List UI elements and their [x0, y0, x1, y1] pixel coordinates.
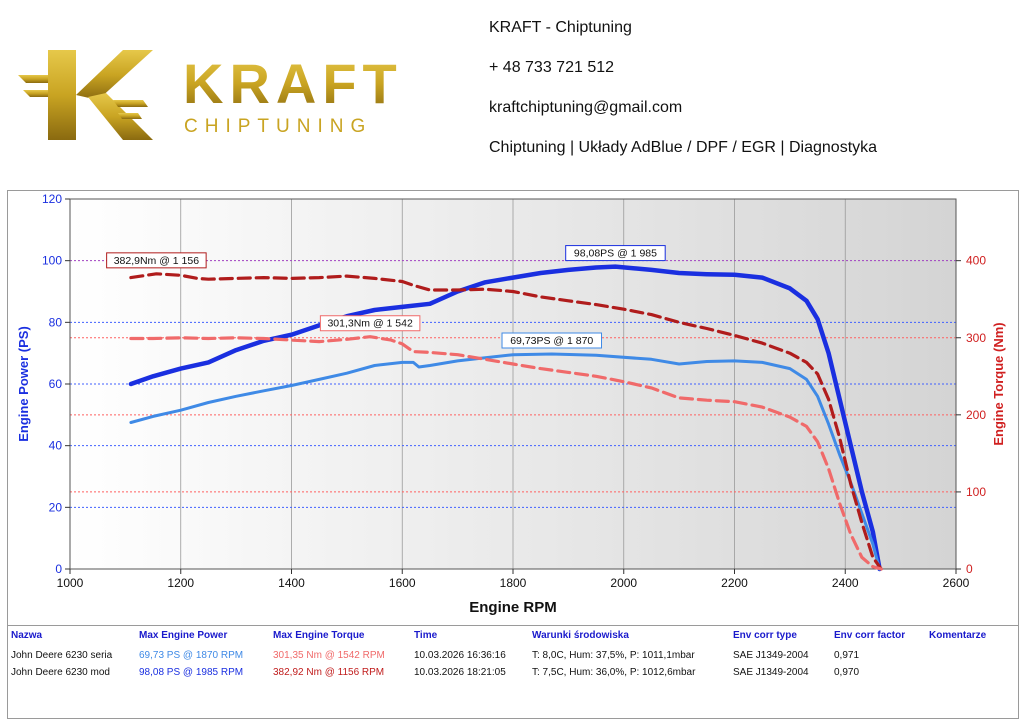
- results-table: Nazwa Max Engine Power Max Engine Torque…: [7, 625, 1019, 719]
- header-conditions: Warunki środowiska: [532, 630, 629, 641]
- y-right-tick-label: 0: [966, 562, 973, 576]
- x-axis-title: Engine RPM: [469, 599, 557, 616]
- y-right-tick-label: 400: [966, 254, 986, 268]
- row-corr-factor: 0,970: [834, 667, 860, 678]
- table-row[interactable]: John Deere 6230 mod 98,08 PS @ 1985 RPM …: [8, 667, 1018, 681]
- header-corr-factor: Env corr factor: [834, 630, 906, 641]
- annotation-label: 382,9Nm @ 1 156: [114, 255, 200, 267]
- y-left-tick-label: 0: [55, 562, 62, 576]
- annotation-label: 69,73PS @ 1 870: [510, 335, 593, 347]
- x-tick-label: 1000: [57, 576, 84, 590]
- x-tick-label: 2000: [610, 576, 637, 590]
- y-left-tick-label: 120: [42, 192, 62, 206]
- y-right-tick-label: 200: [966, 408, 986, 422]
- header-time: Time: [414, 630, 438, 641]
- series-line-torque-2: [129, 272, 883, 571]
- annotation-box: [501, 332, 603, 349]
- row-corr-factor: 0,971: [834, 650, 860, 661]
- row-power: 98,08 PS @ 1985 RPM: [139, 667, 244, 678]
- annotation-label: 301,3Nm @ 1 542: [327, 318, 413, 330]
- contact-email: kraftchiptuning@gmail.com: [489, 99, 683, 116]
- x-tick-label: 2200: [721, 576, 748, 590]
- y-left-tick-label: 40: [49, 439, 63, 453]
- y-left-tick-label: 20: [49, 500, 63, 514]
- annotation-box: [319, 315, 421, 332]
- row-name: John Deere 6230 mod: [11, 667, 110, 678]
- y-right-tick-label: 300: [966, 331, 986, 345]
- row-time: 10.03.2026 18:21:05: [414, 667, 506, 678]
- annotation-box: [565, 245, 666, 262]
- kraft-logo: KRAFT CHIPTUNING: [18, 50, 403, 140]
- row-conditions: T: 8,0C, Hum: 37,5%, P: 1011,1mbar: [532, 650, 695, 661]
- x-tick-label: 1200: [167, 576, 194, 590]
- y-right-axis-title: Engine Torque (Nm): [991, 322, 1006, 445]
- y-left-axis-title: Engine Power (PS): [16, 326, 31, 442]
- logo-wordmark: KRAFT: [183, 52, 403, 115]
- row-power: 69,73 PS @ 1870 RPM: [139, 650, 244, 661]
- contact-services: Chiptuning | Układy AdBlue / DPF / EGR |…: [489, 139, 878, 156]
- x-tick-label: 2600: [943, 576, 970, 590]
- contact-block: KRAFT - Chiptuning + 48 733 721 512 kraf…: [489, 8, 877, 168]
- table-row[interactable]: John Deere 6230 seria 69,73 PS @ 1870 RP…: [8, 650, 1018, 664]
- contact-title: KRAFT - Chiptuning: [489, 19, 632, 36]
- chart-frame: 1000 1200 1400 1600 1800 2000 2200 2400 2600 0 20 4…: [7, 190, 1019, 626]
- dyno-chart: 1000 1200 1400 1600 1800 2000 2200 2400 26000204…: [16, 192, 1006, 616]
- y-left-tick-label: 80: [49, 315, 63, 329]
- y-right-tick-label: 100: [966, 485, 986, 499]
- table-header: Nazwa Max Engine Power Max Engine Torque…: [8, 630, 1018, 644]
- header-nazwa: Nazwa: [11, 630, 43, 641]
- series-line-power-0: [128, 264, 882, 572]
- logo-subtitle: CHIPTUNING: [184, 116, 372, 137]
- x-tick-label: 2400: [832, 576, 859, 590]
- x-tick-label: 1400: [278, 576, 305, 590]
- contact-phone: + 48 733 721 512: [489, 59, 615, 76]
- row-corr-type: SAE J1349-2004: [733, 650, 809, 661]
- row-time: 10.03.2026 16:36:16: [414, 650, 506, 661]
- header-max-torque: Max Engine Torque: [273, 630, 365, 641]
- y-left-tick-label: 100: [42, 254, 62, 268]
- header-max-power: Max Engine Power: [139, 630, 228, 641]
- y-left-tick-label: 60: [49, 377, 63, 391]
- annotation-label: 98,08PS @ 1 985: [574, 248, 657, 260]
- x-tick-label: 1800: [500, 576, 527, 590]
- header-comments: Komentarze: [929, 630, 987, 641]
- k-emblem-icon: [18, 50, 153, 140]
- header: KRAFT CHIPTUNING KRAFT - Chiptuning + 48…: [0, 0, 1024, 170]
- row-torque: 301,35 Nm @ 1542 RPM: [273, 650, 385, 661]
- series-line-power-1: [129, 352, 882, 571]
- row-conditions: T: 7,5C, Hum: 36,0%, P: 1012,6mbar: [532, 667, 696, 678]
- row-torque: 382,92 Nm @ 1156 RPM: [273, 667, 385, 678]
- row-name: John Deere 6230 seria: [11, 650, 113, 661]
- annotation-box: [106, 252, 207, 269]
- header-corr-type: Env corr type: [733, 630, 797, 641]
- row-corr-type: SAE J1349-2004: [733, 667, 809, 678]
- series-line-torque-3: [129, 335, 883, 571]
- x-tick-label: 1600: [389, 576, 416, 590]
